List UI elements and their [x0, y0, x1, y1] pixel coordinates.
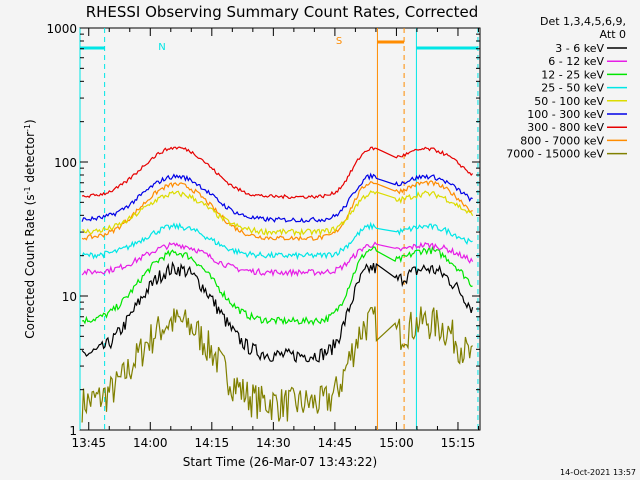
y-tick-label: 1	[69, 424, 77, 438]
series-line-1	[81, 241, 474, 278]
x-tick-label: 14:00	[133, 436, 168, 450]
timestamp: 14-Oct-2021 13:57	[560, 468, 636, 477]
night-label: N	[158, 42, 165, 53]
series-line-4	[82, 190, 474, 237]
legend-label: 800 - 7000 keV	[520, 134, 604, 147]
legend-label: 12 - 25 keV	[541, 68, 604, 81]
series-line-5	[81, 172, 473, 223]
legend-label: 100 - 300 keV	[527, 108, 604, 121]
legend-label: 25 - 50 keV	[541, 82, 604, 95]
series-line-0	[81, 260, 474, 364]
legend-header-line-2: Att 0	[600, 28, 626, 41]
legend-header-line-1: Det 1,3,4,5,6,9,	[540, 15, 626, 28]
y-axis-title: Corrected Count Rate (s-1 detector-1)	[23, 119, 38, 338]
x-tick-label: 14:30	[256, 436, 291, 450]
y-axis-title-mid: detector	[23, 132, 37, 187]
legend-label: 6 - 12 keV	[548, 55, 604, 68]
legend-label: 3 - 6 keV	[555, 42, 604, 55]
x-tick-label: 13:45	[71, 436, 106, 450]
x-axis-title: Start Time (26-Mar-07 13:43:22)	[183, 455, 377, 469]
y-tick-label: 100	[54, 156, 77, 170]
plot-area	[79, 27, 481, 431]
x-tick-label: 14:45	[318, 436, 353, 450]
y-axis-title-sup2: -1	[23, 124, 32, 132]
series-line-6	[81, 146, 474, 200]
legend-label: 7000 - 15000 keV	[506, 148, 604, 161]
legend-label: 50 - 100 keV	[534, 95, 604, 108]
x-tick-label: 15:00	[379, 436, 414, 450]
x-tick-label: 15:15	[441, 436, 476, 450]
y-axis-title-end: )	[23, 119, 37, 124]
series-layer	[81, 146, 474, 423]
y-tick-label: 10	[62, 290, 77, 304]
axes-layer: 13:45 14:00 14:15 14:30 14:45 15:00 15:15 1 10 10…	[46, 22, 480, 450]
y-axis-title-main: Corrected Count Rate (s	[23, 194, 37, 338]
series-line-8	[81, 306, 473, 423]
chart-title: RHESSI Observing Summary Count Rates, Co…	[86, 3, 479, 21]
series-line-7	[81, 180, 473, 242]
legend-label: 300 - 800 keV	[527, 121, 604, 134]
series-line-3	[81, 221, 473, 261]
saa-label: S	[336, 36, 342, 47]
overlay-layer	[79, 28, 479, 430]
series-line-2	[81, 245, 473, 326]
x-tick-label: 14:15	[195, 436, 230, 450]
y-tick-label: 1000	[46, 22, 77, 36]
y-axis-title-sup1: -1	[23, 186, 32, 194]
